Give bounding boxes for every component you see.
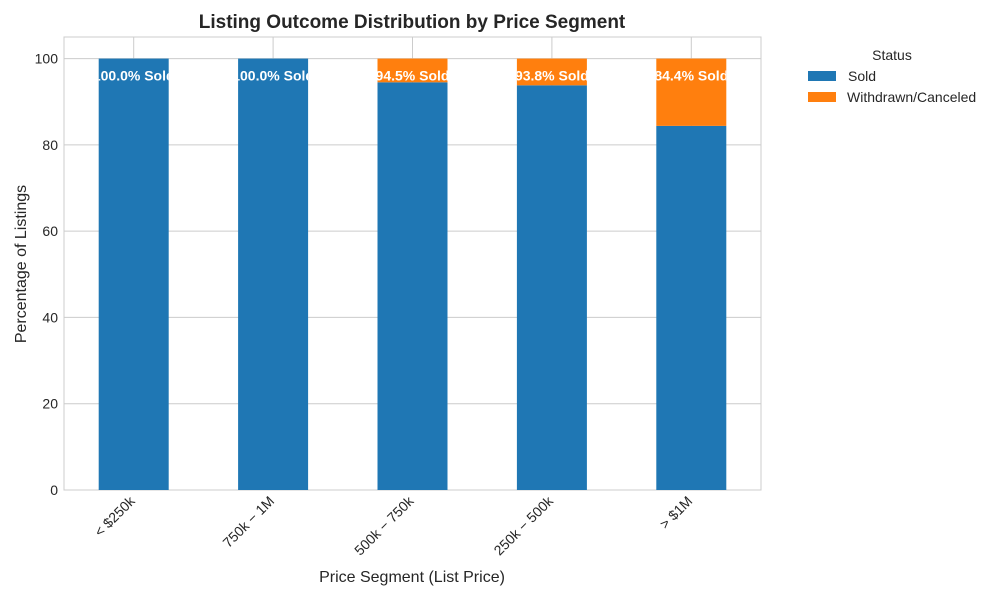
data-label: 94.5% Sold <box>376 68 450 84</box>
data-label: 84.4% Sold <box>654 68 728 84</box>
x-axis-label: Price Segment (List Price) <box>319 569 505 586</box>
x-tick-label: 500k − 750k <box>351 492 417 558</box>
data-label: 100.0% Sold <box>232 68 314 84</box>
data-label: 100.0% Sold <box>93 68 175 84</box>
legend-swatch-sold <box>808 71 836 81</box>
bar-sold <box>656 125 727 491</box>
y-tick-label: 40 <box>42 309 58 325</box>
legend-label-sold: Sold <box>848 68 876 84</box>
y-axis-label: Percentage of Listings <box>13 185 30 343</box>
y-tick-label: 60 <box>42 223 58 239</box>
chart-title: Listing Outcome Distribution by Price Se… <box>199 12 626 33</box>
x-tick-label: 750k − 1M <box>219 493 277 551</box>
legend: Status Sold Withdrawn/Canceled <box>808 47 976 105</box>
bar-withdrawn <box>516 58 587 86</box>
legend-label-withdrawn: Withdrawn/Canceled <box>847 89 976 105</box>
legend-title: Status <box>872 47 912 63</box>
bar-sold <box>377 82 448 491</box>
x-tick-label: 250k − 500k <box>490 492 556 558</box>
bar-withdrawn <box>377 58 448 83</box>
data-label: 93.8% Sold <box>515 68 589 84</box>
legend-swatch-withdrawn <box>808 92 836 102</box>
bar-withdrawn <box>656 58 727 126</box>
x-tick-label: > $1M <box>656 493 695 532</box>
y-tick-label: 100 <box>35 51 59 67</box>
y-tick-label: 20 <box>42 396 58 412</box>
bar-sold <box>516 85 587 490</box>
y-tick-label: 0 <box>50 482 58 498</box>
bar-sold <box>98 58 169 490</box>
x-tick-label: < $250k <box>91 492 139 540</box>
y-tick-label: 80 <box>42 137 58 153</box>
bar-sold <box>238 58 309 490</box>
